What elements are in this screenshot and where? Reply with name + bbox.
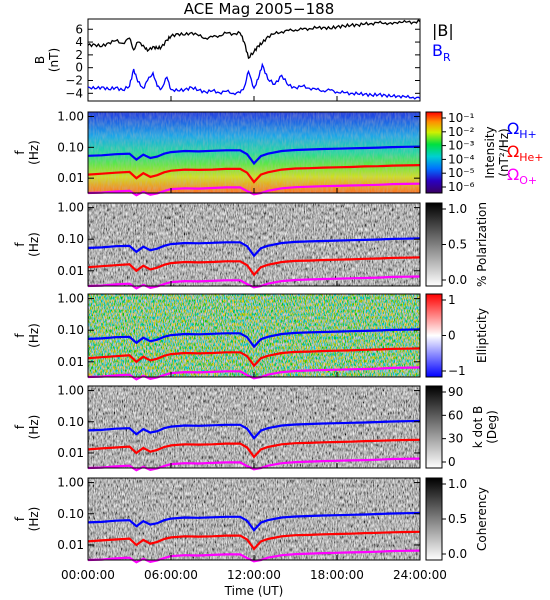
colorbar [425, 385, 443, 469]
x-tick-label: 18:00:00 [310, 568, 364, 582]
y-tick-label: 0.10 [57, 507, 84, 521]
y-tick-label: 4 [75, 35, 83, 49]
y-tick-label: 0.10 [57, 140, 84, 154]
y-tick-label: 1.00 [57, 292, 84, 306]
y-tick-label: 0.10 [57, 232, 84, 246]
colorbar-tick-label: 1.0 [448, 477, 467, 491]
y-axis-label: B(nT) [33, 48, 61, 72]
spectrogram-texture [88, 112, 420, 193]
spectrogram-texture [88, 478, 420, 560]
y-tick-label: 1.00 [57, 476, 84, 490]
colorbar-tick-label: 0 [448, 329, 456, 343]
gyrofrequency-line-he-plus [87, 347, 421, 368]
legend-b-radial: BR [432, 41, 451, 64]
colorbar-label: Coherency [475, 487, 489, 551]
colorbar-tick-label: 90 [448, 385, 463, 399]
gyrofrequency-line-o-plus [87, 182, 421, 197]
y-axis-label: f(Hz) [13, 507, 41, 532]
series-line-b-radial [87, 62, 421, 100]
polarization-panel: 1.00 0.10 0.01 f(Hz) 1.0 0.5 0.0 % Polarization [13, 201, 489, 290]
gyrofrequency-line-h-plus [87, 145, 421, 166]
gyrofrequency-line-he-plus [87, 530, 421, 551]
legend-omega-he-plus: ΩHe+ [507, 142, 544, 164]
colorbar [425, 293, 443, 378]
y-tick-label: 0.01 [57, 538, 84, 552]
colorbar-tick-label: 30 [448, 432, 463, 446]
colorbar-tick-label: 10⁻¹ [448, 111, 475, 125]
colorbar-label: Ellipticity [475, 308, 489, 363]
colorbar-label: Intensity(nT²/Hz) [483, 126, 511, 178]
colorbar-tick-label: 10⁻⁶ [448, 180, 475, 194]
y-axis-label: f(Hz) [13, 140, 41, 165]
y-tick-label: 0.01 [57, 264, 84, 278]
colorbar-tick-label: 1 [448, 293, 456, 307]
colorbar [425, 477, 443, 561]
y-axis-label: f(Hz) [13, 232, 41, 257]
x-tick-label: 12:00:00 [227, 568, 281, 582]
y-tick-label: 1.00 [57, 384, 84, 398]
y-tick-label: 0.01 [57, 171, 84, 185]
colorbar-label: % Polarization [475, 202, 489, 287]
y-tick-label: 2 [75, 48, 83, 62]
gyrofrequency-line-h-plus [87, 511, 421, 532]
colorbar-tick-label: 1.0 [448, 202, 467, 216]
colorbar-tick-label: 0 [448, 455, 456, 469]
spectrogram-texture [88, 203, 420, 286]
x-tick-label: 06:00:00 [144, 568, 198, 582]
y-tick-label: 0.01 [57, 355, 84, 369]
colorbar-tick-label: 0.0 [448, 547, 467, 561]
y-axis-label: f(Hz) [13, 415, 41, 440]
x-tick-label: 00:00:00 [61, 568, 115, 582]
colorbar-tick-label: −1 [448, 364, 466, 378]
gyrofrequency-line-he-plus [87, 256, 421, 277]
y-tick-label: −4 [65, 86, 83, 100]
colorbar-tick-label: 0.5 [448, 238, 467, 252]
colorbar-tick-label: 10⁻³ [448, 139, 475, 153]
gyrofrequency-line-o-plus [87, 366, 421, 381]
gyrofrequency-line-h-plus [87, 328, 421, 349]
y-tick-label: −2 [65, 74, 83, 88]
series-line-b-magnitude [87, 19, 421, 60]
y-tick-label: 0.10 [57, 415, 84, 429]
colorbar-tick-label: 10⁻² [448, 125, 475, 139]
colorbar-label: k dot B(Deg) [471, 406, 499, 448]
colorbar-tick-label: 0.0 [448, 273, 467, 287]
legend-omega-h-plus: ΩH+ [507, 119, 537, 141]
chart-title: ACE Mag 2005−188 [184, 0, 335, 18]
ellipticity-panel: 1.00 0.10 0.01 f(Hz) 1 0 −1 Ellipticity [13, 292, 489, 381]
x-tick-label: 24:00:00 [393, 568, 447, 582]
gyrofrequency-line-he-plus [87, 164, 421, 184]
k-dot-b-panel: 1.00 0.10 0.01 f(Hz) 90 60 30 0 k dot B(Deg) [13, 384, 499, 472]
y-tick-label: 0 [75, 61, 83, 75]
gyrofrequency-line-he-plus [87, 438, 421, 459]
gyrofrequency-line-h-plus [87, 419, 421, 440]
colorbar [425, 111, 443, 194]
y-tick-label: 0.01 [57, 446, 84, 460]
colorbar-tick-label: 10⁻⁴ [448, 152, 475, 166]
gyrofrequency-line-o-plus [87, 457, 421, 472]
gyrofrequency-line-o-plus [87, 275, 421, 290]
spectrogram-texture [88, 294, 420, 377]
colorbar [425, 202, 443, 287]
legend-b-magnitude: |B| [432, 21, 454, 40]
y-tick-label: 1.00 [57, 110, 84, 124]
intensity-panel: 1.00 0.10 0.01 f(Hz) 10⁻¹10⁻²10⁻³10⁻⁴10⁻⁵10⁻… [13, 110, 544, 197]
y-tick-label: 6 [75, 22, 83, 36]
x-axis-label: Time (UT) [224, 584, 284, 598]
gyrofrequency-line-o-plus [87, 549, 421, 564]
colorbar-tick-label: 0.5 [448, 512, 467, 526]
y-tick-label: 1.00 [57, 201, 84, 215]
coherency-panel: 1.00 0.10 0.01 f(Hz) 1.0 0.5 0.0 Coherency 00:00… [13, 476, 489, 598]
colorbar-tick-label: 10⁻⁵ [448, 166, 475, 180]
gyrofrequency-line-h-plus [87, 237, 421, 258]
legend-omega-o-plus: ΩO+ [507, 165, 537, 187]
spectrogram-texture [88, 386, 420, 468]
y-tick-label: 0.10 [57, 323, 84, 337]
y-axis-label: f(Hz) [13, 323, 41, 348]
colorbar-tick-label: 60 [448, 408, 463, 422]
